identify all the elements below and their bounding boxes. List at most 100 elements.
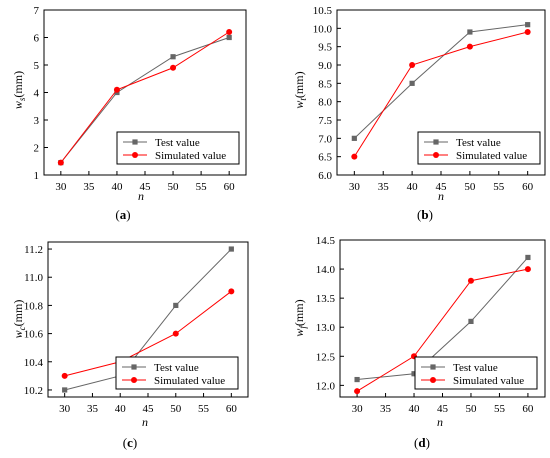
data-point <box>467 277 474 284</box>
data-point <box>228 288 235 295</box>
x-tick-label: 50 <box>168 181 180 193</box>
legend-swatch-marker <box>131 364 137 370</box>
legend-label: Simulated value <box>456 150 527 162</box>
legend-swatch-marker <box>433 152 439 158</box>
data-point <box>61 372 68 379</box>
data-point <box>226 34 232 41</box>
data-point <box>62 387 68 393</box>
x-tick-label: 35 <box>87 403 99 415</box>
legend-label: Test value <box>154 362 199 374</box>
data-point <box>173 302 179 309</box>
data-point <box>525 22 531 28</box>
panel-caption: (b) <box>417 207 433 222</box>
y-tick-label: 10.0 <box>313 23 333 35</box>
x-axis-label: n <box>138 189 144 203</box>
y-tick-label: 13.5 <box>316 293 336 305</box>
legend-box <box>414 356 538 390</box>
y-tick-label: 12.5 <box>316 351 336 363</box>
y-tick-label: 4 <box>34 88 40 100</box>
legend-swatch-marker <box>430 377 436 383</box>
x-tick-label: 50 <box>170 403 182 415</box>
x-axis-label: n <box>438 189 444 203</box>
data-point <box>172 330 179 337</box>
y-axis-label: wc(mm) <box>11 300 27 339</box>
y-tick-label: 10.2 <box>24 385 43 397</box>
x-axis-label: n <box>142 415 148 429</box>
y-tick-label: 8.0 <box>318 97 332 109</box>
chart-panel-3: 30 35 40 45 50 55 60 12.0 12.5 13.0 13.5 14.0 14.5 n w… <box>292 235 546 450</box>
data-point <box>113 86 120 93</box>
data-point <box>524 29 531 35</box>
x-tick-label: 60 <box>522 181 534 193</box>
x-tick-label: 50 <box>465 403 477 415</box>
legend-swatch-marker <box>433 139 439 145</box>
y-tick-label: 14.5 <box>316 235 336 247</box>
legend-box <box>116 131 240 165</box>
y-tick-label: 5 <box>34 60 40 72</box>
legend-swatch-marker <box>131 377 137 383</box>
data-point <box>228 246 234 252</box>
data-point <box>57 159 64 166</box>
legend-box <box>417 131 541 165</box>
x-tick-label: 40 <box>115 403 127 415</box>
data-point <box>411 371 417 377</box>
data-point <box>354 388 361 395</box>
y-tick-label: 2 <box>34 143 40 155</box>
y-axis-label: ws(mm) <box>11 71 27 109</box>
legend-swatch-marker <box>132 152 138 158</box>
x-tick-label: 30 <box>55 181 67 193</box>
x-tick-label: 60 <box>226 403 238 415</box>
series-line-0 <box>353 24 528 139</box>
legend-label: Simulated value <box>154 375 225 387</box>
data-point <box>524 266 531 273</box>
x-tick-label: 30 <box>59 403 71 415</box>
series-line-0 <box>64 248 232 391</box>
x-tick-label: 55 <box>493 181 505 193</box>
legend-label: Simulated value <box>155 150 226 162</box>
x-tick-label: 45 <box>143 403 155 415</box>
y-tick-label: 7.0 <box>318 133 332 145</box>
chart-panel-2: 30 35 40 45 50 55 60 10.2 10.4 10.6 10.8 11.0 11.2 n w… <box>11 241 249 450</box>
y-tick-label: 10.5 <box>313 5 333 17</box>
y-tick-label: 7.5 <box>318 115 332 127</box>
series-line-1 <box>64 290 232 377</box>
x-tick-label: 35 <box>378 181 390 193</box>
y-tick-label: 6.0 <box>318 170 332 182</box>
x-tick-label: 40 <box>407 181 419 193</box>
y-tick-label: 9.0 <box>318 60 332 72</box>
x-tick-label: 50 <box>464 181 476 193</box>
y-tick-label: 11.2 <box>24 244 43 256</box>
y-tick-label: 13.0 <box>316 322 336 334</box>
data-point <box>226 29 233 35</box>
legend-label: Test value <box>456 137 501 149</box>
y-tick-label: 10.6 <box>24 329 44 341</box>
data-point <box>351 135 357 141</box>
y-tick-label: 9.5 <box>318 42 332 54</box>
data-point <box>170 64 177 71</box>
x-tick-label: 60 <box>224 181 236 193</box>
x-tick-label: 60 <box>522 403 534 415</box>
x-tick-label: 40 <box>409 403 421 415</box>
x-tick-label: 55 <box>196 181 208 193</box>
y-axis-label: wt(mm) <box>292 71 308 108</box>
series-line-0 <box>60 37 230 163</box>
y-tick-label: 6 <box>34 33 40 45</box>
series-line-1 <box>60 31 230 163</box>
x-tick-label: 35 <box>83 181 95 193</box>
data-point <box>170 54 176 60</box>
x-tick-label: 35 <box>380 403 392 415</box>
x-tick-label: 45 <box>436 181 448 193</box>
x-tick-label: 30 <box>349 181 361 193</box>
legend-swatch-marker <box>132 139 138 145</box>
x-tick-label: 45 <box>140 181 152 193</box>
x-tick-label: 45 <box>437 403 449 415</box>
legend-label: Test value <box>155 137 200 149</box>
y-tick-label: 12.0 <box>316 380 336 392</box>
data-point <box>467 29 473 35</box>
data-point <box>409 62 416 68</box>
y-tick-label: 10.4 <box>24 357 44 369</box>
x-tick-label: 55 <box>198 403 210 415</box>
legend-label: Simulated value <box>453 375 524 387</box>
panel-caption: (d) <box>414 435 430 450</box>
